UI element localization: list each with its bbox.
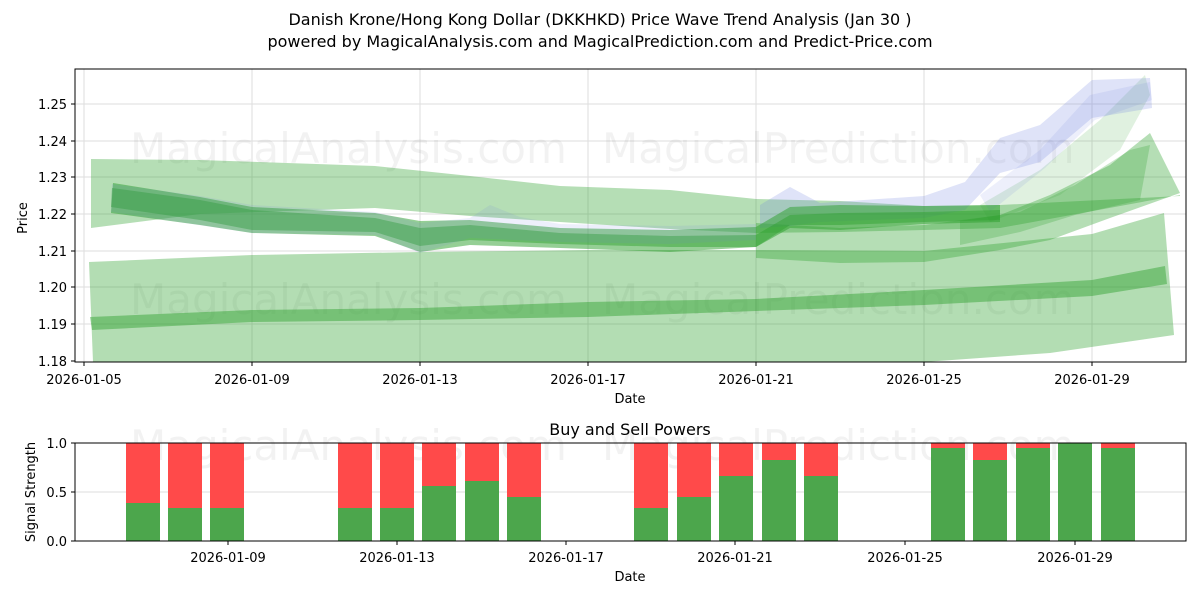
y-tick-label: 1.24 [38, 135, 67, 150]
signal-y-label: Signal Strength [24, 442, 39, 542]
bar-2026-01-20 [677, 443, 711, 541]
x-tick-label: 2026-01-17 [528, 551, 604, 566]
watermark-prediction: MagicalPrediction.com [602, 275, 1075, 324]
x-tick-label: 2026-01-25 [867, 551, 943, 566]
signal-x-label: Date [614, 570, 645, 585]
projected-blue-band [760, 78, 1152, 228]
x-tick-label: 2026-01-29 [1054, 373, 1130, 388]
x-tick-label: 2026-01-21 [697, 551, 773, 566]
bar-2026-01-30 [1101, 443, 1135, 541]
x-tick-label: 2026-01-13 [359, 551, 435, 566]
x-tick-label: 2026-01-17 [550, 373, 626, 388]
signal-y-axis: 1.0 0.5 0.0 [46, 437, 75, 550]
signal-x-axis: 2026-01-09 2026-01-13 2026-01-17 2026-01… [190, 541, 1113, 566]
bar-2026-01-28 [1016, 443, 1050, 541]
price-chart: MagicalAnalysis.com MagicalPrediction.co… [75, 69, 1186, 362]
x-tick-label: 2026-01-05 [46, 373, 122, 388]
y-tick-label: 0.0 [46, 535, 67, 550]
watermark-analysis: MagicalAnalysis.com [130, 275, 567, 324]
projected-green-band [980, 75, 1150, 222]
y-tick-label: 1.0 [46, 437, 67, 452]
y-tick-label: 0.5 [46, 486, 67, 501]
bar-2026-01-16 [507, 443, 541, 541]
bar-2026-01-22 [762, 443, 796, 541]
y-tick-label: 1.21 [38, 245, 67, 260]
y-tick-label: 1.23 [38, 171, 67, 186]
core-price-wave [111, 183, 1000, 252]
bar-2026-01-13 [380, 443, 414, 541]
y-tick-label: 1.25 [38, 98, 67, 113]
signal-chart-title: Buy and Sell Powers [549, 420, 711, 439]
signal-bars [126, 443, 1135, 541]
bar-2026-01-29 [1058, 443, 1092, 541]
y-tick-label: 1.19 [38, 318, 67, 333]
bar-2026-01-21 [719, 443, 753, 541]
chart-subtitle: powered by MagicalAnalysis.com and Magic… [267, 32, 933, 51]
x-tick-label: 2026-01-13 [382, 373, 458, 388]
y-tick-label: 1.22 [38, 208, 67, 223]
price-plot-frame [74, 68, 1187, 363]
x-tick-label: 2026-01-25 [886, 373, 962, 388]
projected-green-band [960, 145, 1150, 245]
watermarks: MagicalAnalysis.com MagicalPrediction.co… [130, 124, 1075, 324]
bar-2026-01-07 [126, 443, 160, 541]
bar-2026-01-27 [973, 443, 1007, 541]
bar-2026-01-15 [465, 443, 499, 541]
bar-2026-01-14 [422, 443, 456, 541]
core-price-wave [111, 188, 1000, 247]
bar-2026-01-09 [210, 443, 244, 541]
long-term-trend-band [90, 266, 1167, 330]
chart-title: Danish Krone/Hong Kong Dollar (DKKHKD) P… [288, 10, 912, 29]
price-grid [75, 69, 1186, 362]
x-tick-label: 2026-01-09 [214, 373, 290, 388]
projected-green-band [756, 133, 1180, 263]
bar-2026-01-19 [634, 443, 668, 541]
bar-2026-01-23 [804, 443, 838, 541]
bar-2026-01-08 [168, 443, 202, 541]
y-tick-label: 1.18 [38, 355, 67, 370]
price-y-label: Price [16, 202, 31, 234]
projected-blue-band [980, 82, 1152, 212]
price-y-axis: 1.25 1.24 1.23 1.22 1.21 1.20 1.19 1.18 [38, 98, 75, 370]
core-price-wave [111, 184, 756, 253]
price-x-label: Date [614, 392, 645, 407]
y-tick-label: 1.20 [38, 281, 67, 296]
bar-2026-01-12 [338, 443, 372, 541]
watermark-analysis: MagicalAnalysis.com [130, 124, 567, 173]
lower-wave-band [89, 213, 1174, 362]
x-tick-label: 2026-01-29 [1037, 551, 1113, 566]
price-x-axis: 2026-01-05 2026-01-09 2026-01-13 2026-01… [46, 362, 1130, 388]
watermark-prediction: MagicalPrediction.com [602, 124, 1075, 173]
bar-2026-01-26 [931, 443, 965, 541]
x-tick-label: 2026-01-21 [718, 373, 794, 388]
x-tick-label: 2026-01-09 [190, 551, 266, 566]
